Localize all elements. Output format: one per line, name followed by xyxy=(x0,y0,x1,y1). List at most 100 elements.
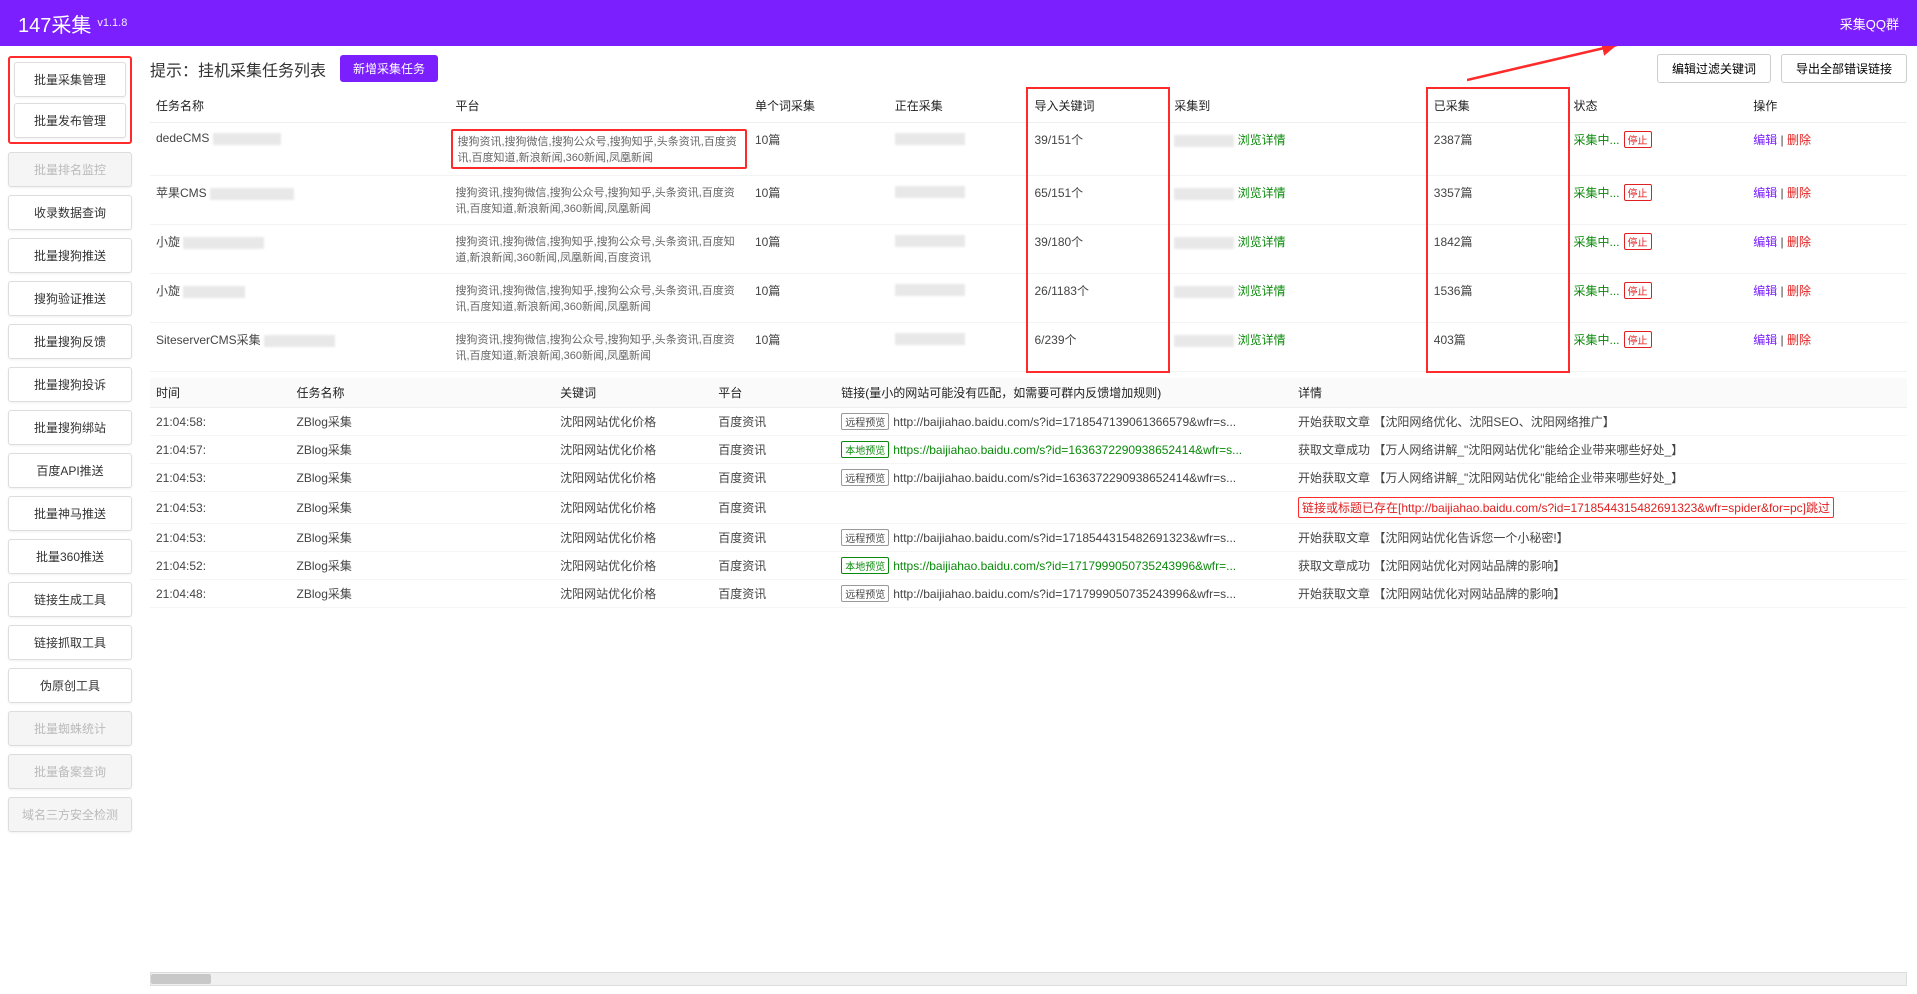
detail-link[interactable]: 浏览详情 xyxy=(1238,133,1286,147)
sidebar-item[interactable]: 搜狗验证推送 xyxy=(8,281,132,316)
export-errors-button[interactable]: 导出全部错误链接 xyxy=(1781,54,1907,83)
cell-single: 10篇 xyxy=(749,176,889,225)
sidebar-item: 域名三方安全检测 xyxy=(8,797,132,832)
sidebar-item[interactable]: 百度API推送 xyxy=(8,453,132,488)
cell-log-platform: 百度资讯 xyxy=(712,436,835,464)
cell-name: 小旋 xyxy=(150,274,449,323)
cell-log-keyword: 沈阳网站优化价格 xyxy=(554,464,712,492)
sidebar-publish-manage[interactable]: 批量发布管理 xyxy=(14,103,126,138)
sidebar-item[interactable]: 批量搜狗推送 xyxy=(8,238,132,273)
cell-single: 10篇 xyxy=(749,225,889,274)
cell-collect-to: 浏览详情 xyxy=(1168,176,1428,225)
remote-preview-tag[interactable]: 远程预览 xyxy=(841,469,889,486)
sidebar-item[interactable]: 批量360推送 xyxy=(8,539,132,574)
cell-platform: 搜狗资讯,搜狗微信,搜狗知乎,搜狗公众号,头条资讯,百度知道,新浪新闻,360新… xyxy=(449,225,748,274)
cell-log-keyword: 沈阳网站优化价格 xyxy=(554,524,712,552)
cell-log-detail: 链接或标题已存在[http://baijiahao.baidu.com/s?id… xyxy=(1292,492,1907,524)
remote-preview-tag[interactable]: 远程预览 xyxy=(841,585,889,602)
log-row: 21:04:53:ZBlog采集沈阳网站优化价格百度资讯远程预览http://b… xyxy=(150,464,1907,492)
cell-single: 10篇 xyxy=(749,274,889,323)
detail-link[interactable]: 浏览详情 xyxy=(1238,186,1286,200)
log-horizontal-scrollbar[interactable] xyxy=(150,972,1907,986)
sidebar-collect-manage[interactable]: 批量采集管理 xyxy=(14,62,126,97)
detail-link[interactable]: 浏览详情 xyxy=(1238,333,1286,347)
cell-name: SiteserverCMS采集 xyxy=(150,323,449,372)
sidebar-item: 批量排名监控 xyxy=(8,152,132,187)
stop-button[interactable]: 停止 xyxy=(1624,233,1652,250)
cell-log-platform: 百度资讯 xyxy=(712,464,835,492)
cell-log-task: ZBlog采集 xyxy=(291,580,555,608)
stop-button[interactable]: 停止 xyxy=(1624,282,1652,299)
qq-group-link[interactable]: 采集QQ群 xyxy=(1840,14,1899,33)
edit-link[interactable]: 编辑 xyxy=(1753,333,1777,347)
edit-link[interactable]: 编辑 xyxy=(1753,284,1777,298)
cell-keywords: 39/151个 xyxy=(1028,123,1168,176)
cell-log-time: 21:04:58: xyxy=(150,408,291,436)
sidebar-item[interactable]: 链接生成工具 xyxy=(8,582,132,617)
th-platform: 平台 xyxy=(449,89,748,123)
remote-preview-tag[interactable]: 远程预览 xyxy=(841,529,889,546)
sidebar-item[interactable]: 批量搜狗绑站 xyxy=(8,410,132,445)
sidebar-item[interactable]: 批量搜狗反馈 xyxy=(8,324,132,359)
stop-button[interactable]: 停止 xyxy=(1624,184,1652,201)
sidebar-item[interactable]: 批量搜狗投诉 xyxy=(8,367,132,402)
local-preview-tag[interactable]: 本地预览 xyxy=(841,441,889,458)
stop-button[interactable]: 停止 xyxy=(1624,331,1652,348)
sidebar-item[interactable]: 收录数据查询 xyxy=(8,195,132,230)
delete-link[interactable]: 删除 xyxy=(1787,186,1811,200)
delete-link[interactable]: 删除 xyxy=(1787,333,1811,347)
delete-link[interactable]: 删除 xyxy=(1787,235,1811,249)
cell-collected: 3357篇 xyxy=(1428,176,1568,225)
annotation-arrow-icon xyxy=(1467,46,1627,90)
cell-platform: 搜狗资讯,搜狗微信,搜狗公众号,搜狗知乎,头条资讯,百度资讯,百度知道,新浪新闻… xyxy=(449,176,748,225)
cell-log-link: 远程预览http://baijiahao.baidu.com/s?id=1636… xyxy=(835,464,1292,492)
log-error-detail: 链接或标题已存在[http://baijiahao.baidu.com/s?id… xyxy=(1298,497,1834,518)
cell-log-task: ZBlog采集 xyxy=(291,464,555,492)
cell-log-link xyxy=(835,492,1292,524)
new-task-button[interactable]: 新增采集任务 xyxy=(340,55,438,82)
edit-filter-button[interactable]: 编辑过滤关键词 xyxy=(1657,54,1771,83)
cell-log-task: ZBlog采集 xyxy=(291,436,555,464)
th-ops: 操作 xyxy=(1747,89,1907,123)
th-name: 任务名称 xyxy=(150,89,449,123)
task-row: 小旋 搜狗资讯,搜狗微信,搜狗知乎,搜狗公众号,头条资讯,百度资讯,百度知道,新… xyxy=(150,274,1907,323)
cell-platform: 搜狗资讯,搜狗微信,搜狗知乎,搜狗公众号,头条资讯,百度资讯,百度知道,新浪新闻… xyxy=(449,274,748,323)
task-row: 苹果CMS 搜狗资讯,搜狗微信,搜狗公众号,搜狗知乎,头条资讯,百度资讯,百度知… xyxy=(150,176,1907,225)
sidebar-item[interactable]: 伪原创工具 xyxy=(8,668,132,703)
log-row: 21:04:57:ZBlog采集沈阳网站优化价格百度资讯本地预览https://… xyxy=(150,436,1907,464)
task-table: 任务名称 平台 单个词采集 正在采集 导入关键词 采集到 已采集 状态 操作 d… xyxy=(150,89,1907,372)
cell-log-platform: 百度资讯 xyxy=(712,580,835,608)
sidebar-item[interactable]: 链接抓取工具 xyxy=(8,625,132,660)
detail-link[interactable]: 浏览详情 xyxy=(1238,235,1286,249)
log-table: 时间 任务名称 关键词 平台 链接(量小的网站可能没有匹配，如需要可群内反馈增加… xyxy=(150,378,1907,408)
app-title: 147采集 xyxy=(18,9,91,38)
cell-ops: 编辑 | 删除 xyxy=(1747,225,1907,274)
stop-button[interactable]: 停止 xyxy=(1624,131,1652,148)
cell-log-detail: 开始获取文章 【沈阳网站优化告诉您一个小秘密!】 xyxy=(1292,524,1907,552)
edit-link[interactable]: 编辑 xyxy=(1753,235,1777,249)
panel-title: 提示：挂机采集任务列表 xyxy=(150,57,326,81)
cell-log-keyword: 沈阳网站优化价格 xyxy=(554,408,712,436)
edit-link[interactable]: 编辑 xyxy=(1753,133,1777,147)
cell-collected: 1842篇 xyxy=(1428,225,1568,274)
cell-running xyxy=(889,123,1029,176)
detail-link[interactable]: 浏览详情 xyxy=(1238,284,1286,298)
cell-single: 10篇 xyxy=(749,123,889,176)
remote-preview-tag[interactable]: 远程预览 xyxy=(841,413,889,430)
cell-log-detail: 开始获取文章 【沈阳网络优化、沈阳SEO、沈阳网络推广】 xyxy=(1292,408,1907,436)
log-row: 21:04:53:ZBlog采集沈阳网站优化价格百度资讯链接或标题已存在[htt… xyxy=(150,492,1907,524)
cell-log-link: 远程预览http://baijiahao.baidu.com/s?id=1717… xyxy=(835,580,1292,608)
cell-collected: 2387篇 xyxy=(1428,123,1568,176)
cell-log-time: 21:04:48: xyxy=(150,580,291,608)
delete-link[interactable]: 删除 xyxy=(1787,133,1811,147)
sidebar-item[interactable]: 批量神马推送 xyxy=(8,496,132,531)
edit-link[interactable]: 编辑 xyxy=(1753,186,1777,200)
cell-log-link: 远程预览http://baijiahao.baidu.com/s?id=1718… xyxy=(835,524,1292,552)
local-preview-tag[interactable]: 本地预览 xyxy=(841,557,889,574)
cell-platform: 搜狗资讯,搜狗微信,搜狗公众号,搜狗知乎,头条资讯,百度资讯,百度知道,新浪新闻… xyxy=(449,323,748,372)
cell-log-time: 21:04:53: xyxy=(150,464,291,492)
cell-running xyxy=(889,176,1029,225)
th-collect-to: 采集到 xyxy=(1168,89,1428,123)
delete-link[interactable]: 删除 xyxy=(1787,284,1811,298)
th-running: 正在采集 xyxy=(889,89,1029,123)
